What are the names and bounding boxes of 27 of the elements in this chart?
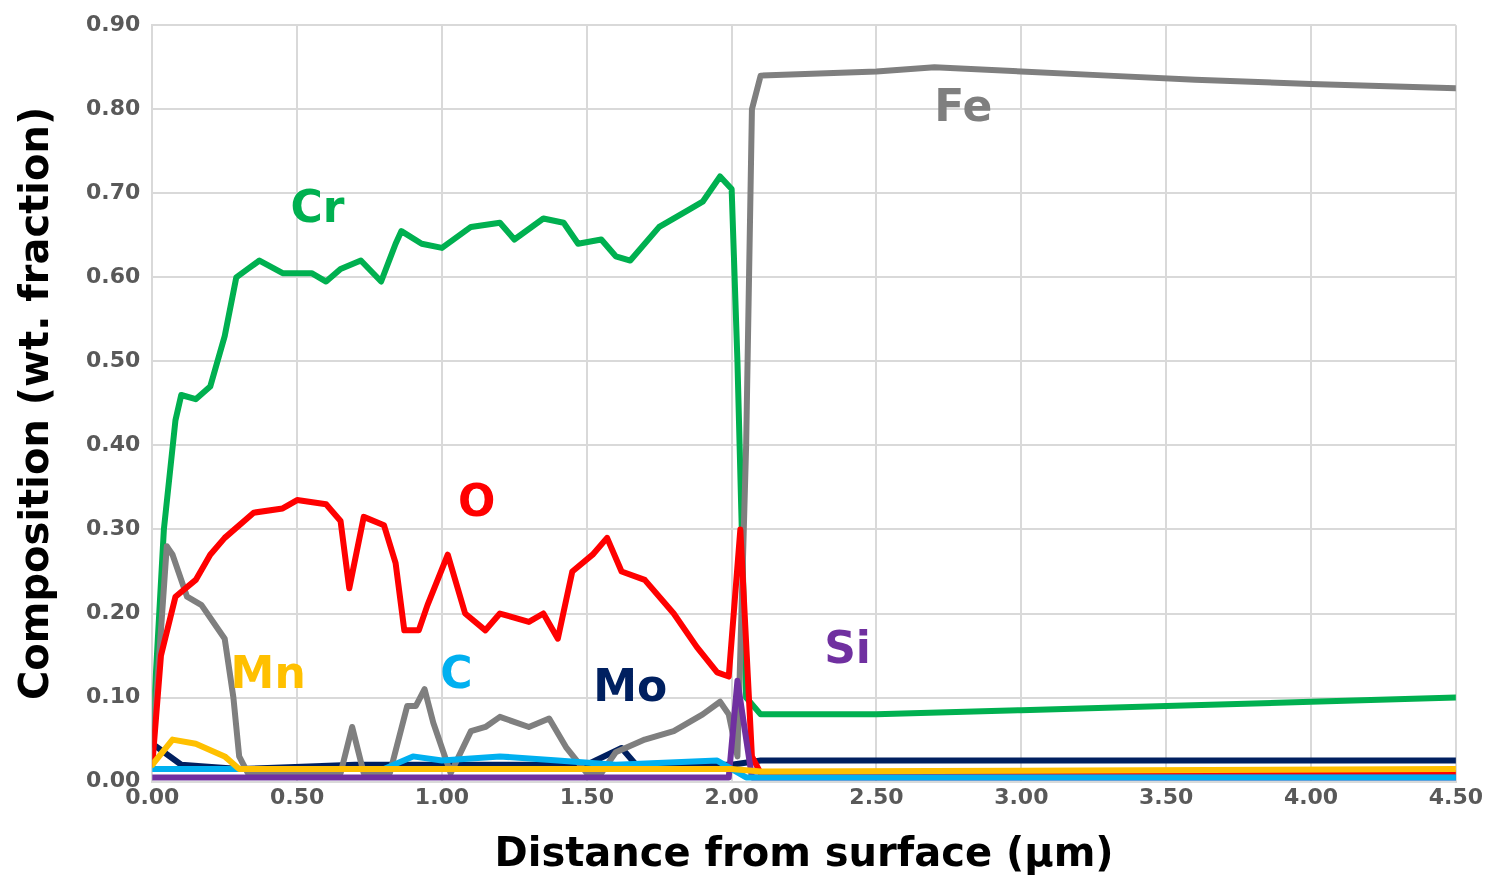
- y-tick-label: 0.40: [86, 431, 141, 457]
- x-tick-label: 1.50: [559, 783, 614, 809]
- y-tick-label: 0.60: [86, 263, 141, 289]
- y-tick-label: 0.70: [86, 179, 141, 205]
- x-tick-label: 2.50: [849, 783, 904, 809]
- series-label: Mo: [593, 659, 668, 711]
- series-label: O: [458, 474, 496, 526]
- y-tick-label: 0.90: [86, 10, 141, 36]
- y-axis-title: Composition (wt. fraction): [11, 106, 58, 701]
- x-tick-label: 1.00: [414, 783, 470, 809]
- series-label: Fe: [934, 79, 993, 131]
- y-tick-label: 0.80: [86, 94, 141, 120]
- series-label: Mn: [230, 646, 306, 698]
- series-label: Si: [824, 621, 871, 673]
- y-tick-label: 0.50: [86, 347, 141, 373]
- x-tick-label: 2.00: [704, 783, 759, 809]
- y-tick-label: 0.30: [86, 515, 141, 541]
- y-tick-label: 0.20: [86, 599, 141, 625]
- x-tick-label: 0.50: [269, 783, 325, 809]
- series-label: C: [440, 646, 473, 698]
- x-tick-label: 3.00: [994, 783, 1049, 809]
- x-axis-title: Distance from surface (μm): [494, 829, 1114, 876]
- x-tick-label: 3.50: [1139, 783, 1194, 809]
- x-tick-label: 4.50: [1428, 783, 1483, 809]
- y-tick-label: 0.10: [86, 683, 141, 709]
- x-tick-label: 4.00: [1283, 783, 1339, 809]
- series-label: Cr: [290, 180, 345, 232]
